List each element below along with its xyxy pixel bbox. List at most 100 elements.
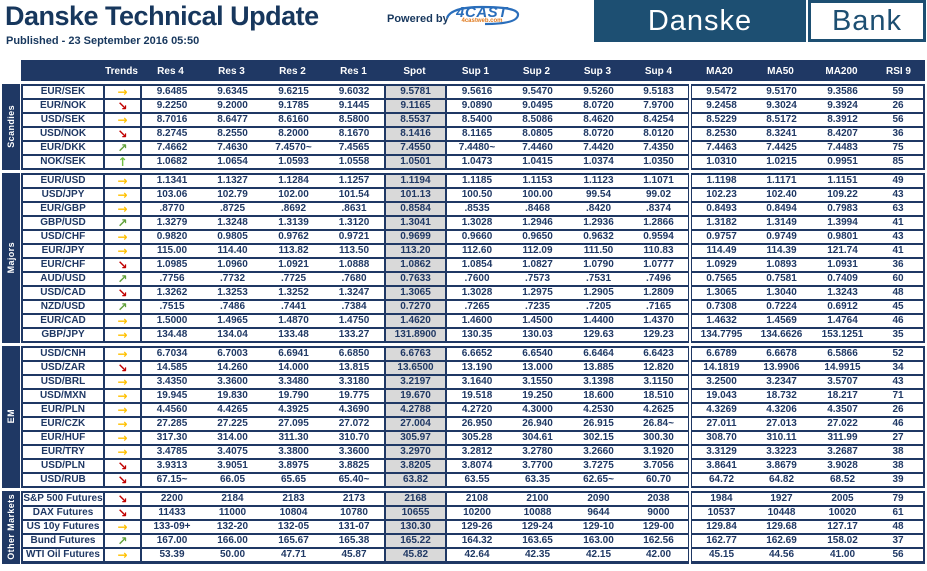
value-cell: 6.5866 bbox=[812, 345, 873, 362]
value-cell: 9.5170 bbox=[751, 83, 812, 100]
value-cell: 19.790 bbox=[263, 387, 324, 404]
table-row: USD/CAD ↘ 1.3262 1.3253 1.3252 1.3247 1.3065 1.… bbox=[22, 284, 924, 301]
table-row: GBP/USD ↗ 1.3279 1.3248 1.3139 1.3120 1.3041 1.… bbox=[22, 214, 924, 231]
rsi-cell: 39 bbox=[873, 471, 924, 488]
value-cell: 50.00 bbox=[202, 546, 263, 563]
rsi-cell: 49 bbox=[873, 172, 924, 189]
rsi-cell: 26 bbox=[873, 401, 924, 418]
value-cell: 10088 bbox=[507, 504, 568, 521]
value-cell: .7441 bbox=[263, 298, 324, 315]
report-header: Danske Technical Update Published - 23 S… bbox=[2, 0, 926, 58]
spot-cell: 1.0862 bbox=[384, 256, 447, 273]
trend-up-right-arrow-icon: ↗ bbox=[104, 298, 142, 315]
value-cell: 60.70 bbox=[629, 471, 690, 488]
rsi-cell: 79 bbox=[873, 490, 924, 507]
value-cell: 44.56 bbox=[751, 546, 812, 563]
value-cell: 1.1123 bbox=[568, 172, 629, 189]
value-cell: 13.885 bbox=[568, 359, 629, 376]
value-cell: 0.9805 bbox=[202, 228, 263, 245]
table-row: DAX Futures ↘ 11433 11000 10804 10780 10655 102… bbox=[22, 504, 924, 521]
rsi-cell: 46 bbox=[873, 312, 924, 329]
instrument-name: US 10y Futures bbox=[22, 518, 105, 535]
value-cell: 0.9951 bbox=[812, 153, 873, 170]
value-cell: 163.65 bbox=[507, 532, 568, 549]
value-cell: 2038 bbox=[629, 490, 690, 507]
instrument-name: EUR/HUF bbox=[22, 429, 105, 446]
value-cell: 9.3024 bbox=[751, 97, 812, 114]
value-cell: 0.9820 bbox=[141, 228, 202, 245]
instrument-name: USD/CNH bbox=[22, 345, 105, 362]
trend-up-right-arrow-icon: ↗ bbox=[104, 270, 142, 287]
value-cell: 3.8074 bbox=[446, 457, 507, 474]
spot-cell: 19.670 bbox=[384, 387, 447, 404]
rsi-cell: 75 bbox=[873, 139, 924, 156]
value-cell: 162.77 bbox=[688, 532, 751, 549]
column-header-row: Trends Res 4 Res 3 Res 2 Res 1 Spot Sup 1 Sup 2… bbox=[21, 60, 925, 81]
value-cell: 2090 bbox=[568, 490, 629, 507]
value-cell: 9.5183 bbox=[629, 83, 690, 100]
value-cell: 3.2500 bbox=[688, 373, 751, 390]
group-label: Majors bbox=[2, 172, 20, 343]
value-cell: 0.9801 bbox=[812, 228, 873, 245]
value-cell: 1.0593 bbox=[263, 153, 324, 170]
value-cell: 127.17 bbox=[812, 518, 873, 535]
value-cell: 314.00 bbox=[202, 429, 263, 446]
value-cell: .7515 bbox=[141, 298, 202, 315]
value-cell: 8.2000 bbox=[263, 125, 324, 142]
rsi-cell: 85 bbox=[873, 153, 924, 170]
value-cell: 1.4750 bbox=[324, 312, 385, 329]
spot-cell: 1.1194 bbox=[384, 172, 447, 189]
trend-right-arrow-icon: → bbox=[104, 228, 142, 245]
spot-cell: 9.1165 bbox=[384, 97, 447, 114]
value-cell: 310.11 bbox=[751, 429, 812, 446]
value-cell: .7600 bbox=[446, 270, 507, 287]
header-cell-rsi-9: RSI 9 bbox=[872, 61, 925, 81]
value-cell: 134.48 bbox=[141, 326, 202, 343]
value-cell: 3.7700 bbox=[507, 457, 568, 474]
trend-up-right-arrow-icon: ↗ bbox=[104, 532, 142, 549]
value-cell: 9.5260 bbox=[568, 83, 629, 100]
trend-right-arrow-icon: → bbox=[104, 546, 142, 563]
value-cell: 3.1150 bbox=[629, 373, 690, 390]
value-cell: 1.1151 bbox=[812, 172, 873, 189]
value-cell: 4.2625 bbox=[629, 401, 690, 418]
value-cell: 63.55 bbox=[446, 471, 507, 488]
value-cell: 129.84 bbox=[688, 518, 751, 535]
header-cell-sup-2: Sup 2 bbox=[506, 61, 567, 81]
trend-right-arrow-icon: → bbox=[104, 415, 142, 432]
value-cell: 129-26 bbox=[446, 518, 507, 535]
danske-bank-logo: Danske Bank bbox=[594, 0, 926, 42]
rsi-cell: 43 bbox=[873, 186, 924, 203]
trend-right-arrow-icon: → bbox=[104, 429, 142, 446]
value-cell: 9.2250 bbox=[141, 97, 202, 114]
value-cell: 0.7565 bbox=[688, 270, 751, 287]
value-cell: 109.22 bbox=[812, 186, 873, 203]
value-cell: 1.0827 bbox=[507, 256, 568, 273]
value-cell: 0.9650 bbox=[507, 228, 568, 245]
value-cell: 65.65 bbox=[263, 471, 324, 488]
value-cell: 1.2905 bbox=[568, 284, 629, 301]
value-cell: 1.0790 bbox=[568, 256, 629, 273]
value-cell: 1.3253 bbox=[202, 284, 263, 301]
value-cell: 27.013 bbox=[751, 415, 812, 432]
trend-right-arrow-icon: → bbox=[104, 373, 142, 390]
table-row: USD/SEK → 8.7016 8.6477 8.6160 8.5800 8.5537 8.… bbox=[22, 111, 924, 128]
trend-right-arrow-icon: → bbox=[104, 172, 142, 189]
value-cell: 134.6626 bbox=[751, 326, 812, 343]
spot-cell: 2168 bbox=[384, 490, 447, 507]
value-cell: 8.3912 bbox=[812, 111, 873, 128]
value-cell: 3.3600 bbox=[324, 443, 385, 460]
value-cell: 7.4350 bbox=[629, 139, 690, 156]
instrument-name: USD/PLN bbox=[22, 457, 105, 474]
instrument-name: USD/NOK bbox=[22, 125, 105, 142]
value-cell: 4.4265 bbox=[202, 401, 263, 418]
value-cell: .7205 bbox=[568, 298, 629, 315]
value-cell: 1.0682 bbox=[141, 153, 202, 170]
value-cell: 9.6032 bbox=[324, 83, 385, 100]
value-cell: 1.4569 bbox=[751, 312, 812, 329]
value-cell: 3.4785 bbox=[141, 443, 202, 460]
value-cell: 8.2550 bbox=[202, 125, 263, 142]
spot-cell: 8.1416 bbox=[384, 125, 447, 142]
value-cell: 9644 bbox=[568, 504, 629, 521]
value-cell: 3.4350 bbox=[141, 373, 202, 390]
